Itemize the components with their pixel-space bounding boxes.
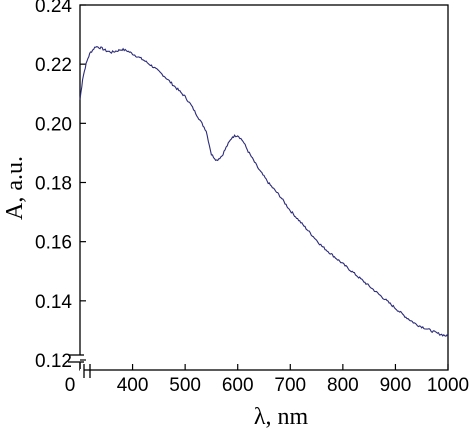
x-axis-title: λ, nm: [254, 404, 309, 430]
axes-group: [68, 4, 449, 378]
x-tick-label: 600: [222, 375, 254, 396]
x-tick-label: 800: [327, 375, 359, 396]
y-tick-label: 0.24: [35, 0, 72, 17]
x-tick-label: 900: [380, 375, 412, 396]
plot-frame: [79, 4, 449, 371]
x-tick-label: 400: [117, 375, 149, 396]
y-tick-label: 0.22: [35, 55, 72, 76]
y-tick-label: 0.18: [35, 174, 72, 195]
x-tick-label: 1000: [427, 375, 469, 396]
ticks-group: 400 500 600 700 800 900 1000 0.12 0.14 0.16 0.18 0.…: [35, 0, 469, 396]
y-tick-label: 0.14: [35, 292, 72, 313]
origin-label: 0: [65, 375, 76, 396]
y-tick-label: 0.20: [35, 114, 72, 135]
y-break-gap: [68, 355, 84, 363]
absorbance-series-line: [79, 45, 449, 337]
y-tick-label: 0.12: [35, 351, 72, 372]
x-tick-label: 700: [274, 375, 306, 396]
y-axis-title: A, a.u.: [2, 156, 28, 220]
x-tick-label: 500: [169, 375, 201, 396]
series-group: [79, 45, 449, 337]
y-tick-label: 0.16: [35, 233, 72, 254]
